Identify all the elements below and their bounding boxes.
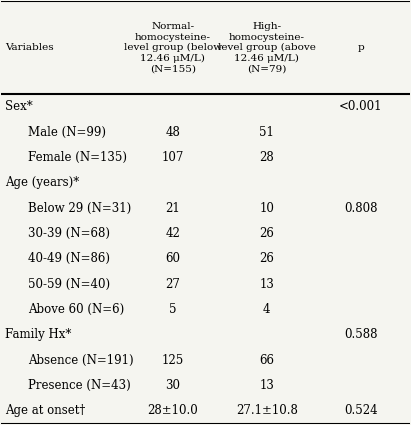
Text: 42: 42 bbox=[165, 227, 180, 240]
Text: Male (N=99): Male (N=99) bbox=[28, 126, 106, 139]
Text: Sex*: Sex* bbox=[5, 100, 33, 113]
Text: p: p bbox=[357, 43, 364, 52]
Text: 0.588: 0.588 bbox=[344, 329, 377, 341]
Text: High-
homocysteine-
level group (above
12.46 μM/L)
(N=79): High- homocysteine- level group (above 1… bbox=[218, 23, 316, 73]
Text: <0.001: <0.001 bbox=[339, 100, 382, 113]
Text: 26: 26 bbox=[259, 252, 274, 266]
Text: 13: 13 bbox=[259, 379, 274, 392]
Text: Presence (N=43): Presence (N=43) bbox=[28, 379, 131, 392]
Text: 66: 66 bbox=[259, 354, 274, 367]
Text: Below 29 (N=31): Below 29 (N=31) bbox=[28, 202, 131, 215]
Text: 10: 10 bbox=[259, 202, 274, 215]
Text: Age (years)*: Age (years)* bbox=[5, 176, 80, 190]
Text: 27: 27 bbox=[165, 278, 180, 291]
Text: 40-49 (N=86): 40-49 (N=86) bbox=[28, 252, 110, 266]
Text: 125: 125 bbox=[162, 354, 184, 367]
Text: 21: 21 bbox=[166, 202, 180, 215]
Text: 48: 48 bbox=[165, 126, 180, 139]
Text: 0.524: 0.524 bbox=[344, 405, 377, 417]
Text: Female (N=135): Female (N=135) bbox=[28, 151, 127, 164]
Text: Normal-
homocysteine-
level group (below
12.46 μM/L)
(N=155): Normal- homocysteine- level group (below… bbox=[124, 23, 222, 73]
Text: 0.808: 0.808 bbox=[344, 202, 377, 215]
Text: 51: 51 bbox=[259, 126, 274, 139]
Text: 30: 30 bbox=[165, 379, 180, 392]
Text: 27.1±10.8: 27.1±10.8 bbox=[236, 405, 298, 417]
Text: 5: 5 bbox=[169, 303, 177, 316]
Text: 26: 26 bbox=[259, 227, 274, 240]
Text: 13: 13 bbox=[259, 278, 274, 291]
Text: Absence (N=191): Absence (N=191) bbox=[28, 354, 134, 367]
Text: 4: 4 bbox=[263, 303, 270, 316]
Text: 28±10.0: 28±10.0 bbox=[148, 405, 198, 417]
Text: Family Hx*: Family Hx* bbox=[5, 329, 72, 341]
Text: 50-59 (N=40): 50-59 (N=40) bbox=[28, 278, 110, 291]
Text: 28: 28 bbox=[259, 151, 274, 164]
Text: 107: 107 bbox=[162, 151, 184, 164]
Text: Variables: Variables bbox=[5, 43, 54, 52]
Text: Age at onset†: Age at onset† bbox=[5, 405, 86, 417]
Text: Above 60 (N=6): Above 60 (N=6) bbox=[28, 303, 124, 316]
Text: 30-39 (N=68): 30-39 (N=68) bbox=[28, 227, 110, 240]
Text: 60: 60 bbox=[165, 252, 180, 266]
